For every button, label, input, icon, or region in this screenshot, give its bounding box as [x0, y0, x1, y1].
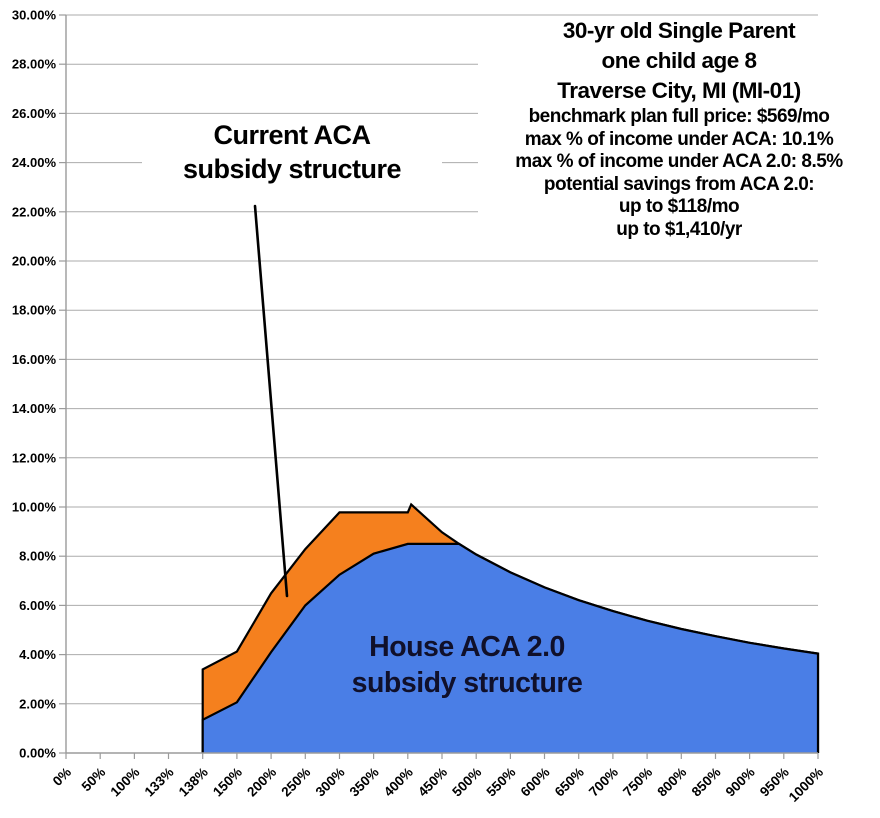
x-tick-label: 850% — [689, 765, 724, 800]
house-aca-2-0-area — [202, 543, 818, 753]
x-tick-label: 150% — [210, 765, 245, 800]
x-tick-label: 700% — [586, 765, 621, 800]
x-tick-label: 250% — [278, 765, 313, 800]
y-tick-label: 24.00% — [12, 155, 57, 170]
x-tick-label: 600% — [518, 765, 553, 800]
annotation-house-aca: House ACA 2.0 subsidy structure — [312, 629, 622, 701]
y-tick-label: 18.00% — [12, 303, 57, 318]
x-tick-label: 200% — [244, 765, 279, 800]
x-tick-label: 50% — [79, 765, 109, 795]
info-line-max-aca20: max % of income under ACA 2.0: 8.5% — [515, 151, 843, 172]
x-tick-label: 133% — [142, 765, 177, 800]
y-tick-label: 14.00% — [12, 401, 57, 416]
x-tick-label: 500% — [449, 765, 484, 800]
info-line-benchmark: benchmark plan full price: $569/mo — [528, 106, 830, 127]
info-line-max-aca: max % of income under ACA: 10.1% — [524, 128, 834, 150]
y-tick-label: 16.00% — [12, 352, 57, 367]
y-tick-label: 22.00% — [12, 204, 57, 219]
x-tick-label: 138% — [176, 765, 211, 800]
info-line-savings: potential savings from ACA 2.0: — [543, 173, 815, 195]
y-tick-label: 8.00% — [19, 549, 56, 564]
annotation-current-aca-line2: subsidy structure — [182, 154, 402, 184]
info-line-subject: 30-yr old Single Parent — [562, 18, 796, 43]
current-aca-leader-line — [253, 204, 289, 598]
y-tick-label: 10.00% — [12, 500, 57, 515]
y-tick-label: 4.00% — [19, 647, 56, 662]
x-tick-label: 350% — [347, 765, 382, 800]
y-tick-label: 26.00% — [12, 106, 57, 121]
annotation-house-aca-line1: House ACA 2.0 — [369, 631, 565, 663]
info-line-savings-year: up to $1,410/yr — [616, 218, 742, 240]
y-tick-label: 12.00% — [12, 450, 57, 465]
x-tick-label: 100% — [107, 765, 142, 800]
y-tick-label: 0.00% — [19, 746, 56, 761]
x-tick-label: 900% — [723, 765, 758, 800]
x-tick-label: 750% — [620, 765, 655, 800]
info-line-child: one child age 8 — [601, 48, 757, 73]
y-tick-label: 2.00% — [19, 696, 56, 711]
x-axis-labels: 0% 50% 100% 133% 138% 150% 200% 250% 300% 350% 400… — [50, 765, 826, 805]
x-tick-label: 650% — [552, 765, 587, 800]
y-tick-label: 28.00% — [12, 57, 57, 72]
annotation-current-aca: Current ACA subsidy structure — [142, 118, 442, 186]
info-line-savings-month: up to $118/mo — [618, 196, 740, 217]
info-line-location: Traverse City, MI (MI-01) — [557, 78, 801, 103]
house-aca-2-0-outline — [201, 542, 820, 753]
y-tick-label: 30.00% — [12, 8, 57, 23]
x-tick-label: 400% — [381, 765, 416, 800]
series-areas — [201, 502, 820, 753]
annotation-current-aca-line1: Current ACA — [213, 120, 371, 150]
x-tick-label: 800% — [654, 765, 689, 800]
x-tick-label: 300% — [313, 765, 348, 800]
y-axis-labels: 0.00% 2.00% 4.00% 6.00% 8.00% 10.00% 12.00% 14.… — [12, 8, 57, 761]
x-tick-label: 450% — [415, 765, 450, 800]
x-tick-label: 550% — [483, 765, 518, 800]
axes — [65, 15, 819, 759]
x-tick-label: 0% — [50, 765, 74, 789]
annotation-house-aca-line2: subsidy structure — [351, 667, 583, 699]
annotation-info-block: 30-yr old Single Parent one child age 8 … — [478, 16, 880, 245]
y-tick-label: 20.00% — [12, 254, 57, 269]
x-tick-label: 1000% — [786, 765, 826, 805]
y-tick-label: 6.00% — [19, 598, 56, 613]
